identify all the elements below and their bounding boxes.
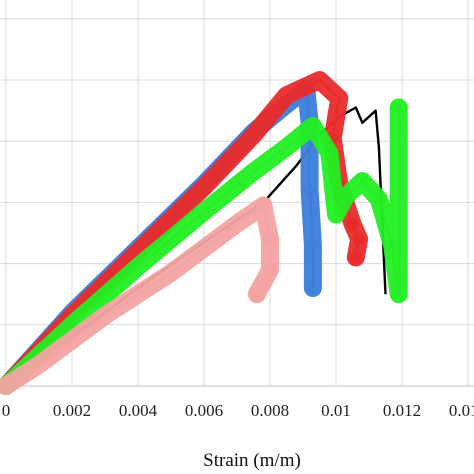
series-3-marker-11 — [373, 193, 385, 205]
x-tick-label-3: 0.006 — [185, 401, 223, 420]
series-3-marker-10 — [356, 175, 368, 187]
series-4-marker-11 — [256, 275, 270, 289]
series-layer — [0, 71, 408, 395]
series-3-marker-14 — [393, 101, 405, 114]
series-2-marker-10 — [346, 217, 359, 230]
series-4 — [0, 196, 279, 395]
series-4-marker-10 — [263, 263, 277, 277]
series-4-marker-8 — [256, 198, 270, 212]
x-tick-labels: 0 0.002 0.004 0.006 0.008 0.01 0.012 0.014 — [2, 401, 474, 420]
series-4-marker-12 — [250, 287, 264, 301]
x-tick-label-6: 0.012 — [383, 401, 421, 420]
series-4-marker-9 — [263, 232, 277, 246]
series-3 — [0, 98, 408, 395]
series-1-marker-10 — [306, 282, 319, 295]
series-1-marker-9 — [306, 239, 319, 252]
x-tick-label-5: 0.01 — [321, 401, 351, 420]
series-2-marker-12 — [349, 251, 362, 264]
series-2 — [0, 71, 369, 395]
x-tick-label-1: 0.002 — [53, 401, 91, 420]
x-tick-label-4: 0.008 — [251, 401, 289, 420]
series-2-marker-11 — [353, 233, 366, 246]
series-3-line — [5, 107, 400, 387]
series-3-marker-13 — [393, 288, 405, 300]
x-tick-label-7: 0.014 — [449, 401, 474, 420]
x-axis-title: Strain (m/m) — [203, 450, 301, 471]
series-3-marker-12 — [386, 239, 398, 251]
series-1-marker-8 — [303, 184, 316, 197]
x-tick-label-0: 0 — [2, 401, 11, 420]
x-tick-label-2: 0.004 — [119, 401, 158, 420]
